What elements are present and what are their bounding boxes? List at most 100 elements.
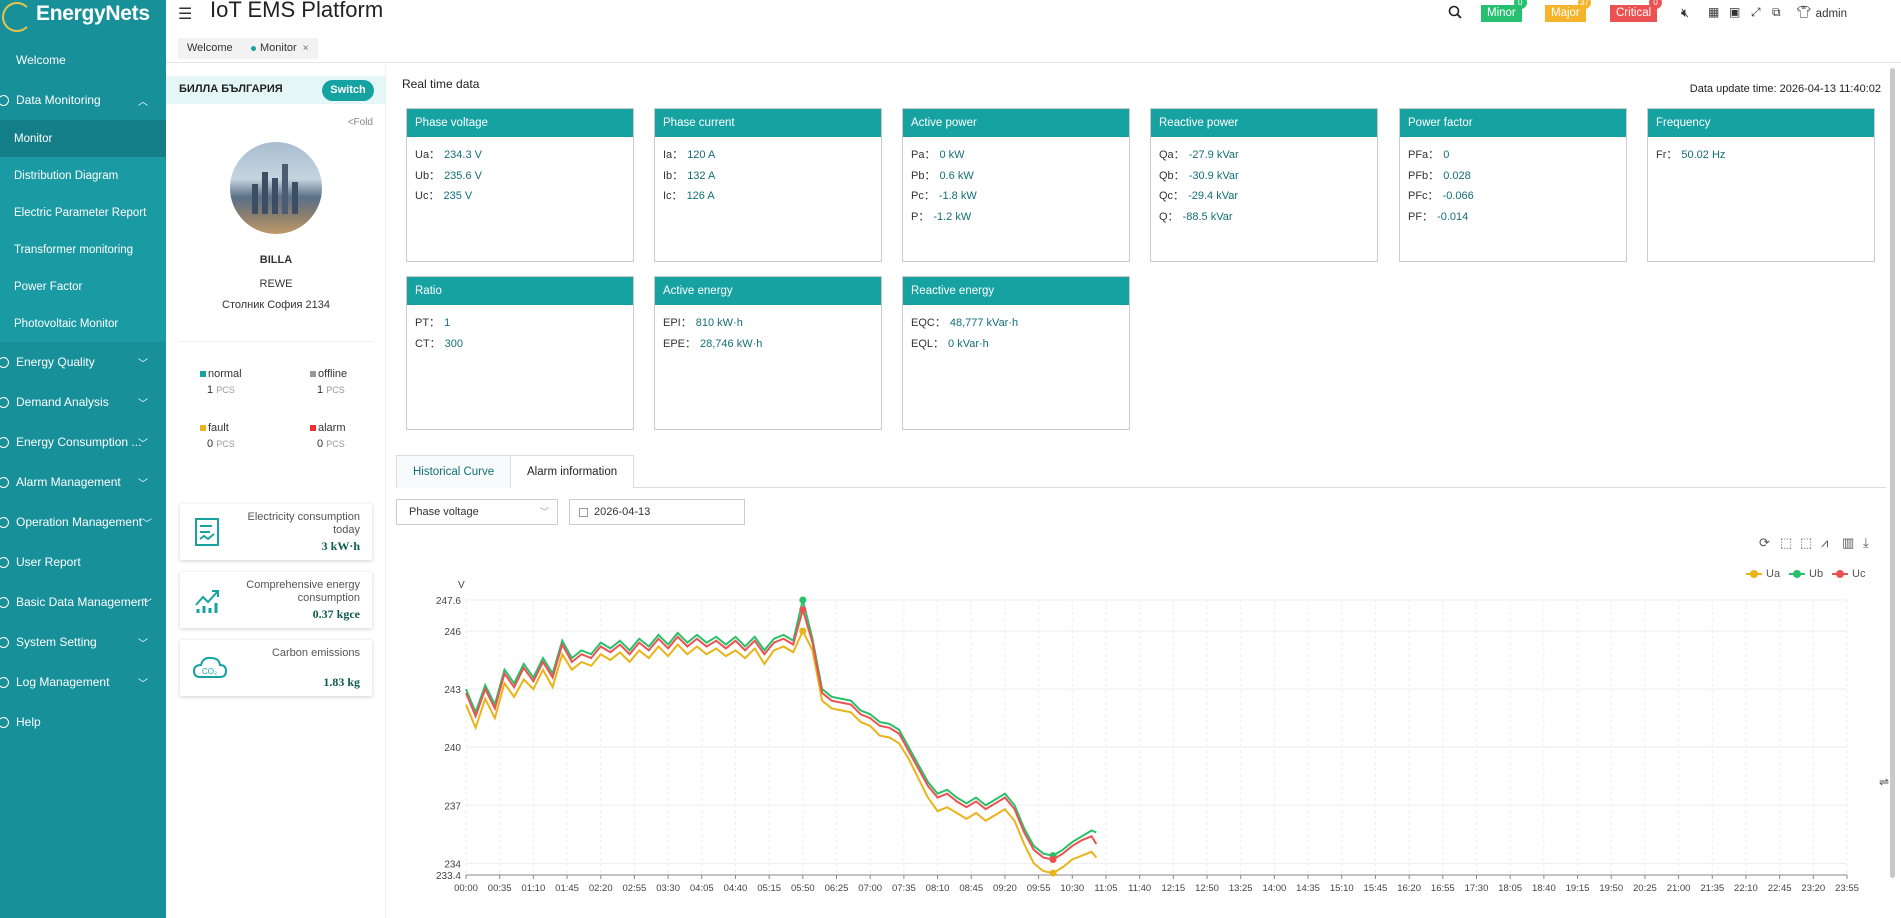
sidebar-subitem-monitor[interactable]: Monitor bbox=[0, 120, 166, 157]
chevron-up-icon: ︿ bbox=[138, 96, 148, 108]
panel-row: PFa： 0 bbox=[1408, 145, 1626, 166]
x-tick-label: 11:40 bbox=[1128, 883, 1151, 894]
fold-link[interactable]: <Fold bbox=[347, 117, 373, 128]
x-tick-label: 12:50 bbox=[1195, 883, 1219, 894]
top-header: ☰ IoT EMS Platform Minor 0 Major 37 Critic… bbox=[166, 0, 1901, 30]
x-tick-label: 08:45 bbox=[959, 883, 983, 894]
x-tick-label: 03:30 bbox=[656, 883, 680, 894]
critical-alarm-badge[interactable]: Critical 0 bbox=[1610, 0, 1663, 22]
theme-icon[interactable]: 👕︎ bbox=[1796, 5, 1812, 19]
sidebar-item-demand-analysis[interactable]: Demand Analysis ﹀ bbox=[0, 382, 166, 422]
sidebar-item-data-monitoring[interactable]: Data Monitoring ︿ bbox=[0, 80, 166, 120]
sidebar-item-label: Demand Analysis bbox=[16, 395, 109, 409]
scrollbar[interactable] bbox=[1890, 68, 1895, 878]
sidebar-item-system-setting[interactable]: System Setting ﹀ bbox=[0, 622, 166, 662]
sidebar-subitem-electric-parameter-report[interactable]: Electric Parameter Report bbox=[0, 194, 166, 231]
status-label: alarm bbox=[318, 422, 346, 434]
restore-icon[interactable]: ⟳ bbox=[1759, 535, 1770, 550]
param-value: 132 A bbox=[687, 169, 716, 182]
y-tick-label: 247.6 bbox=[436, 596, 461, 607]
series-line-ub bbox=[465, 599, 1097, 857]
param-label: Qc： bbox=[1159, 190, 1185, 202]
sidebar-item-label: Basic Data Management bbox=[16, 595, 148, 609]
sidebar-item-help[interactable]: Help bbox=[0, 702, 166, 742]
close-icon[interactable]: × bbox=[302, 43, 309, 54]
x-tick-label: 23:55 bbox=[1835, 883, 1859, 894]
slider-icon[interactable]: ⇌ bbox=[1878, 775, 1889, 789]
tab-monitor[interactable]: Monitor × bbox=[242, 38, 318, 59]
param-value: 50.02 Hz bbox=[1681, 149, 1726, 161]
param-value: -27.9 kVar bbox=[1188, 149, 1239, 161]
x-tick-label: 07:00 bbox=[858, 883, 882, 894]
panel-title: Active energy bbox=[655, 277, 881, 305]
parameter-select[interactable]: Phase voltage ﹀ bbox=[396, 499, 558, 525]
panel-row: Qc： -29.4 kVar bbox=[1159, 186, 1377, 207]
sidebar-subitem-photovoltaic-monitor[interactable]: Photovoltaic Monitor bbox=[0, 305, 166, 342]
panel-row: PF： -0.014 bbox=[1408, 207, 1626, 228]
site-panel: БИЛЛА БЪЛГАРИЯ Switch <Fold BILLA REWE С… bbox=[166, 66, 386, 918]
x-tick-label: 18:40 bbox=[1532, 883, 1556, 894]
x-tick-label: 06:25 bbox=[825, 883, 849, 894]
x-tick-label: 21:35 bbox=[1700, 883, 1724, 894]
legend-ua[interactable]: Ua bbox=[1746, 568, 1780, 580]
screen-icon[interactable]: ▣ bbox=[1729, 5, 1741, 19]
param-value: 0.028 bbox=[1443, 169, 1471, 182]
minor-alarm-badge[interactable]: Minor 0 bbox=[1481, 0, 1527, 22]
y-tick-label: 243 bbox=[444, 685, 461, 696]
search-icon[interactable] bbox=[1448, 5, 1462, 22]
calendar-icon bbox=[579, 508, 588, 517]
logo[interactable]: EnergyNets bbox=[0, 0, 166, 34]
sidebar-subitem-power-factor[interactable]: Power Factor bbox=[0, 268, 166, 305]
visited-tabs-bar: Welcome Monitor × bbox=[166, 35, 1901, 63]
param-label: Ia： bbox=[663, 149, 684, 161]
param-label: Q： bbox=[1159, 210, 1179, 223]
fault-square-icon bbox=[200, 425, 206, 432]
zoom-select-icon[interactable]: ⬚ bbox=[1780, 535, 1793, 550]
panel-ratio: Ratio PT： 1 CT： 300 bbox=[406, 276, 634, 430]
fullscreen-icon[interactable]: ⤢ bbox=[1751, 5, 1761, 19]
sidebar-item-alarm-management[interactable]: Alarm Management ﹀ bbox=[0, 462, 166, 502]
panel-row: EQL： 0 kVar·h bbox=[911, 334, 1129, 355]
sidebar-item-basic-data-management[interactable]: Basic Data Management ﹀ bbox=[0, 582, 166, 622]
sidebar-item-label: Energy Quality bbox=[16, 355, 95, 369]
download-icon[interactable]: ⤓ bbox=[1863, 535, 1869, 550]
qrcode-icon[interactable]: ▦ bbox=[1708, 5, 1720, 19]
sidebar-subitem-distribution-diagram[interactable]: Distribution Diagram bbox=[0, 157, 166, 194]
user-menu[interactable]: admin bbox=[1815, 8, 1847, 20]
legend-ub[interactable]: Ub bbox=[1789, 568, 1823, 580]
switch-button[interactable]: Switch bbox=[322, 80, 374, 101]
language-icon[interactable]: ⧉ bbox=[1772, 5, 1781, 19]
param-label: Ua： bbox=[415, 149, 441, 161]
major-alarm-badge[interactable]: Major 37 bbox=[1545, 0, 1591, 22]
status-alarm: alarm 0 PCS bbox=[310, 422, 346, 450]
zoom-reset-icon[interactable]: ⬚ bbox=[1800, 535, 1813, 550]
status-label: offline bbox=[318, 368, 348, 380]
chevron-down-icon: ﹀ bbox=[138, 398, 148, 410]
param-value: -0.066 bbox=[1442, 190, 1474, 202]
y-tick-label: 234 bbox=[444, 859, 461, 870]
sidebar-subitem-transformer-monitoring[interactable]: Transformer monitoring bbox=[0, 231, 166, 268]
sidebar-item-welcome[interactable]: Welcome bbox=[0, 40, 166, 80]
menu-toggle-icon[interactable]: ☰ bbox=[178, 6, 193, 23]
sidebar-item-label: Welcome bbox=[16, 53, 66, 67]
legend-uc[interactable]: Uc bbox=[1832, 568, 1865, 580]
sidebar-item-user-report[interactable]: User Report bbox=[0, 542, 166, 582]
date-picker[interactable]: 2026-04-13 bbox=[569, 499, 745, 525]
tab-welcome[interactable]: Welcome bbox=[178, 38, 242, 59]
panel-phase-voltage: Phase voltage Ua： 234.3 V Ub： 235.6 V Uc： 235 … bbox=[406, 108, 634, 262]
x-tick-label: 19:50 bbox=[1599, 883, 1623, 894]
status-label: normal bbox=[208, 368, 242, 380]
tab-alarm-information[interactable]: Alarm information bbox=[510, 455, 635, 488]
date-value: 2026-04-13 bbox=[594, 506, 651, 518]
bar-chart-icon[interactable]: ▥ bbox=[1842, 535, 1855, 550]
sidebar-item-operation-management[interactable]: Operation Management ﹀ bbox=[0, 502, 166, 542]
mute-icon[interactable]: 🔇︎ bbox=[1681, 5, 1690, 20]
tab-historical-curve[interactable]: Historical Curve bbox=[396, 455, 512, 488]
sidebar-item-log-management[interactable]: Log Management ﹀ bbox=[0, 662, 166, 702]
y-tick-label: 237 bbox=[444, 801, 461, 812]
carbon-value: 1.83 kg bbox=[323, 675, 360, 689]
sidebar-item-energy-consumption[interactable]: Energy Consumption ... ﹀ bbox=[0, 422, 166, 462]
line-chart-icon[interactable]: ⩘ bbox=[1821, 535, 1829, 550]
panel-row: EPE： 28,746 kW·h bbox=[663, 334, 881, 355]
sidebar-item-energy-quality[interactable]: Energy Quality ﹀ bbox=[0, 342, 166, 382]
